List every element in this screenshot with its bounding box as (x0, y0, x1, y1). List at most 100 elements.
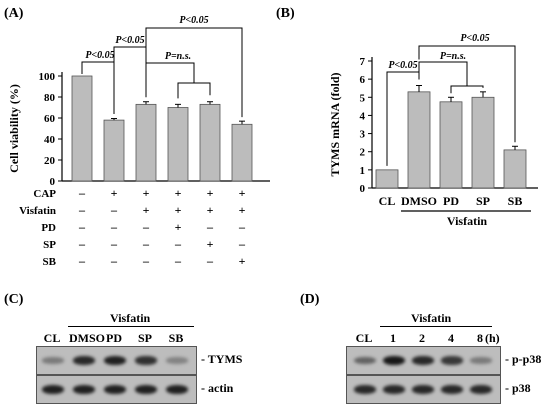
treatment-sign: – (238, 220, 246, 234)
bar (407, 91, 431, 189)
chart-b: 0 1 2 3 4 5 6 7 TYMS mRNA (fold) CL DMSO PD SP SB Visf… (328, 33, 538, 228)
treatment-sign: – (142, 220, 150, 234)
treatment-sign: – (110, 220, 118, 234)
treatment-sign: + (175, 220, 182, 234)
blot-band (354, 384, 376, 395)
p-value-label-b3: P<0.05 (460, 33, 489, 44)
bar (167, 107, 189, 182)
treatment-sign: + (143, 186, 150, 200)
treatment-sign: – (206, 220, 214, 234)
treatment-sign: + (207, 237, 214, 251)
blot-lane-label: 4 (448, 331, 454, 345)
blot-lane-label: SP (137, 331, 152, 345)
panel-label-a: (A) (4, 6, 24, 21)
y-tick-label: 1 (360, 165, 366, 177)
blot-row-label: - actin (201, 380, 234, 395)
bar (471, 96, 495, 189)
blot-band (166, 357, 188, 364)
group-label: Visfatin (447, 214, 488, 228)
bar (199, 103, 221, 182)
bar (439, 101, 463, 189)
blot-row-label: - p38 (505, 380, 531, 395)
treatment-sign: – (78, 237, 86, 251)
y-tick-label: 6 (360, 74, 366, 86)
treatment-sign: – (174, 237, 182, 251)
y-tick-label: 2 (360, 147, 366, 159)
blot-band (73, 355, 95, 366)
treatment-sign: – (110, 254, 118, 268)
blot-band (166, 384, 188, 395)
panel-label-c: (C) (4, 292, 24, 307)
treatment-sign: – (78, 203, 86, 217)
blot-d-header-line (380, 326, 492, 327)
p-value-label-3: P=n.s. (165, 51, 191, 62)
y-tick-label: 60 (44, 113, 56, 125)
p-value-label-b2: P=n.s. (440, 51, 466, 62)
blot-band (354, 356, 376, 365)
treatment-sign: + (239, 254, 246, 268)
bar (375, 169, 399, 189)
treatment-sign: – (78, 254, 86, 268)
blot-band (470, 384, 492, 395)
blot-band (441, 384, 463, 395)
treatment-row-label: PD (41, 222, 56, 234)
blot-c-header-line (68, 326, 194, 327)
treatment-sign: + (239, 203, 246, 217)
bracket-b3 (418, 45, 516, 143)
blot-band (412, 384, 434, 395)
bracket-4 (145, 27, 243, 118)
y-axis-title: Cell viability (%) (7, 84, 21, 173)
x-tick-label: DMSO (401, 194, 437, 208)
blot-strip (36, 375, 197, 404)
treatment-sign: – (110, 237, 118, 251)
treatment-sign: – (142, 237, 150, 251)
treatment-sign: – (142, 254, 150, 268)
bar (71, 75, 93, 182)
treatment-sign: – (78, 186, 86, 200)
blot-lane-label: DMSO (69, 331, 105, 345)
x-tick-label: SP (476, 194, 490, 208)
blot-band (42, 357, 64, 364)
blot-strip (346, 346, 501, 375)
blot-band (441, 356, 463, 365)
treatment-sign: – (78, 220, 86, 234)
blot-band (42, 384, 64, 395)
blot-row-label: - TYMS (201, 351, 243, 366)
treatment-row-label: Visfatin (19, 205, 56, 217)
bracket-b1 (386, 71, 420, 166)
blot-band (135, 384, 157, 395)
x-tick-label: CL (379, 194, 396, 208)
y-tick-label: 0 (360, 183, 366, 195)
treatment-sign: + (207, 203, 214, 217)
blot-c-header: Visfatin (110, 311, 151, 325)
blot-band (383, 384, 405, 395)
bracket-3 (145, 62, 195, 92)
blot-d-header: Visfatin (411, 311, 452, 325)
treatment-sign: + (175, 203, 182, 217)
treatment-sign: – (174, 254, 182, 268)
x-tick-label: SB (508, 194, 523, 208)
blot-band (73, 384, 95, 395)
blot-band (104, 384, 126, 395)
bracket-b2-sub (450, 85, 484, 94)
blot-band (470, 357, 492, 364)
p-value-label-1: P<0.05 (85, 50, 114, 61)
blot-lane-label: SB (168, 331, 184, 345)
y-tick-label: 100 (39, 71, 56, 83)
blot-unit-label: (h) (485, 331, 500, 345)
y-tick-label: 20 (44, 155, 56, 167)
panel-label-b: (B) (276, 6, 295, 21)
blot-band (104, 355, 126, 366)
blot-row-label: - p-p38 (505, 351, 542, 366)
treatment-sign: + (207, 186, 214, 200)
bar (231, 123, 253, 182)
treatment-sign: + (111, 186, 118, 200)
blot-band (135, 356, 157, 365)
treatment-sign: – (206, 254, 214, 268)
blot-band (412, 355, 434, 366)
treatment-sign: + (239, 186, 246, 200)
y-axis-title: TYMS mRNA (fold) (328, 72, 342, 176)
chart-a: 0 20 40 60 80 100 Cell viability (%) CAP – + + + + + V… (7, 15, 270, 268)
treatment-row-label: CAP (33, 188, 56, 200)
y-tick-label: 40 (44, 134, 56, 146)
